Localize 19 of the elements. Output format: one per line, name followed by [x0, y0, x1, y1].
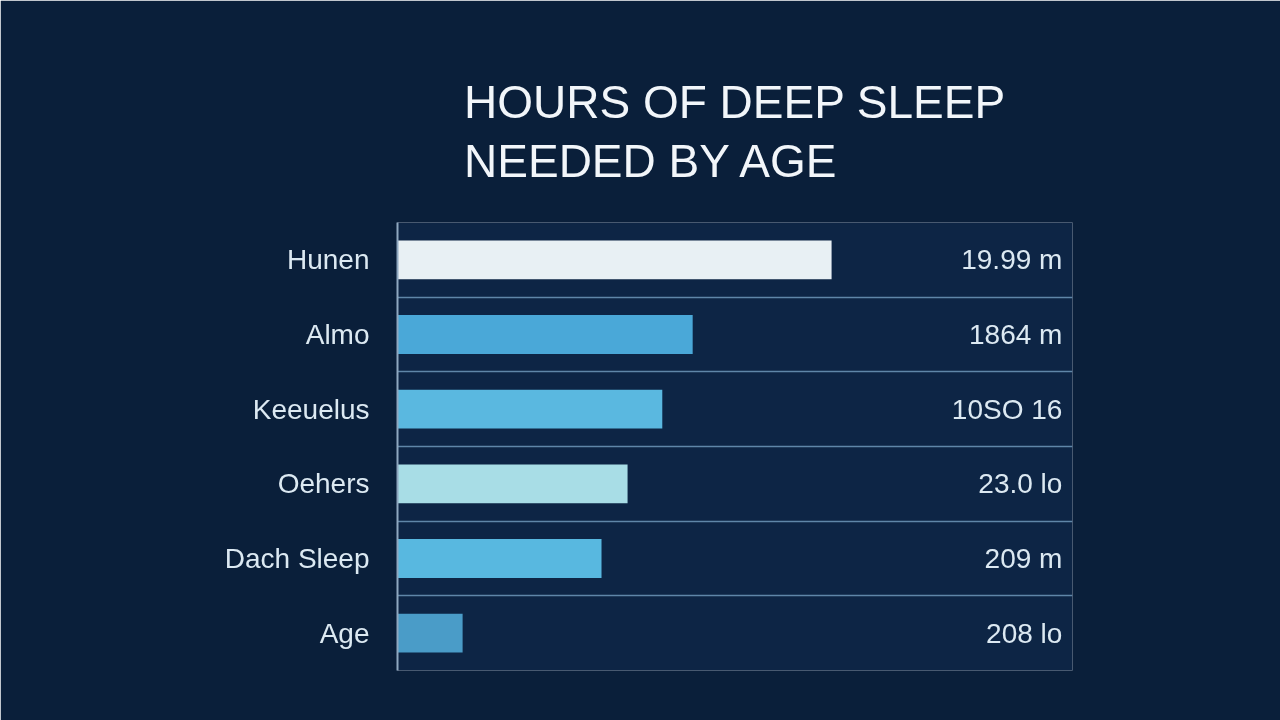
bar — [397, 389, 663, 429]
text: 209 m — [984, 543, 1063, 574]
chart-title: HOURS OF DEEP SLEEP NEEDED BY AGE — [464, 75, 1006, 188]
y-tick-label: Dach Sleep — [224, 543, 370, 574]
text: 19.99 m — [961, 244, 1063, 276]
text: 10SO 16 — [951, 393, 1063, 425]
bar — [397, 240, 832, 280]
text: 208 lo — [986, 617, 1063, 649]
bar — [397, 539, 602, 578]
bar — [397, 315, 693, 354]
y-tick-label: Keeuelus — [252, 393, 370, 425]
y-tick-label: Almo — [305, 319, 370, 350]
y-tick-label: Oehers — [277, 468, 370, 500]
bar — [397, 613, 463, 653]
text: 1864 m — [968, 319, 1063, 350]
bar — [397, 464, 628, 504]
y-tick-label: Age — [319, 617, 370, 649]
text: 23.0 lo — [978, 468, 1063, 500]
y-tick-label: Hunen — [286, 244, 370, 276]
